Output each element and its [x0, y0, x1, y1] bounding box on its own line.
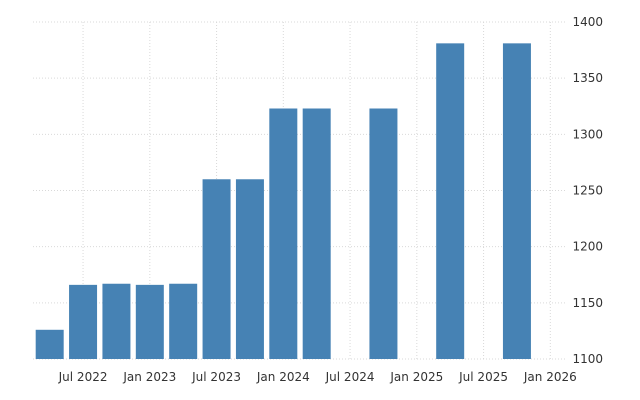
- y-tick-label: 1100: [572, 352, 603, 366]
- y-tick-label: 1200: [572, 240, 603, 254]
- bar: [269, 108, 298, 359]
- bar: [202, 179, 231, 359]
- y-tick-label: 1350: [572, 71, 603, 85]
- x-tick-label: Jan 2025: [389, 370, 443, 384]
- y-axis-labels: 1100 1150 1200 1250 1300 1350 1400: [572, 15, 603, 366]
- y-tick-label: 1250: [572, 184, 603, 198]
- y-tick-label: 1150: [572, 296, 603, 310]
- x-tick-label: Jul 2024: [325, 370, 375, 384]
- y-tick-label: 1400: [572, 15, 603, 29]
- y-tick-label: 1300: [572, 127, 603, 141]
- bar: [502, 43, 531, 360]
- x-tick-label: Jul 2025: [458, 370, 508, 384]
- bar: [235, 179, 264, 359]
- bar: [35, 329, 64, 359]
- bar: [69, 284, 98, 359]
- bar: [135, 284, 164, 359]
- x-axis-labels: Jul 2022 Jan 2023 Jul 2023 Jan 2024 Jul 2024…: [58, 370, 577, 384]
- bar-layer: [35, 43, 531, 360]
- bar: [102, 283, 131, 359]
- bar: [369, 108, 398, 359]
- bar: [169, 283, 198, 359]
- x-tick-label: Jul 2023: [191, 370, 241, 384]
- x-tick-label: Jan 2024: [256, 370, 310, 384]
- x-tick-label: Jan 2026: [523, 370, 577, 384]
- bar: [302, 108, 331, 359]
- x-tick-label: Jan 2023: [122, 370, 176, 384]
- bar: [436, 43, 465, 360]
- x-tick-label: Jul 2022: [58, 370, 108, 384]
